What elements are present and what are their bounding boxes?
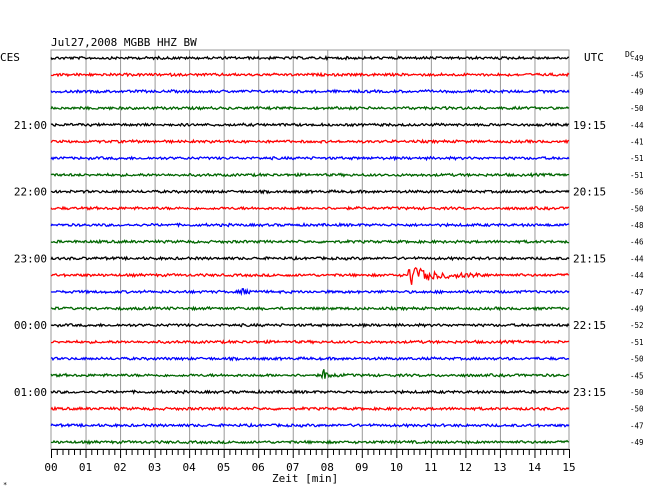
dc-offset-label: -50 bbox=[630, 388, 644, 397]
trace-row-3 bbox=[50, 88, 570, 95]
x-tick-label: 09 bbox=[355, 461, 368, 474]
dc-offset-label: -52 bbox=[630, 321, 644, 330]
trace-row-12 bbox=[50, 238, 570, 245]
dc-offset-label: -51 bbox=[630, 154, 644, 163]
x-tick-label: 15 bbox=[562, 461, 575, 474]
trace-row-15 bbox=[50, 287, 570, 297]
trace-row-9 bbox=[50, 189, 570, 195]
dc-offset-label: -50 bbox=[630, 355, 644, 364]
left-time-label: 21:00 bbox=[14, 119, 47, 132]
trace-row-20 bbox=[50, 369, 570, 380]
dc-offset-label: -44 bbox=[630, 254, 644, 263]
right-timezone-label: UTC bbox=[584, 51, 604, 64]
trace-row-5 bbox=[50, 121, 569, 128]
dc-offset-label: -44 bbox=[630, 271, 644, 280]
dc-offset-label: -47 bbox=[630, 288, 644, 297]
label-layer: Jul27,2008 MGBB HHZ BW CES UTC DC Zeit [… bbox=[0, 36, 644, 489]
left-time-label: 22:00 bbox=[14, 186, 47, 199]
dc-offset-label: -51 bbox=[630, 338, 644, 347]
corner-mark: * bbox=[3, 481, 7, 489]
trace-row-23 bbox=[50, 422, 570, 429]
trace-row-17 bbox=[50, 322, 570, 329]
trace-row-6 bbox=[50, 138, 570, 145]
dc-offset-label: -48 bbox=[630, 221, 644, 230]
trace-row-10 bbox=[50, 205, 570, 211]
dc-offset-label: -41 bbox=[630, 138, 644, 147]
right-time-label: 21:15 bbox=[573, 252, 606, 265]
right-time-label: 20:15 bbox=[573, 186, 606, 199]
dc-offset-label: -51 bbox=[630, 171, 644, 180]
trace-row-2 bbox=[50, 71, 570, 78]
x-tick-label: 00 bbox=[44, 461, 57, 474]
trace-row-18 bbox=[51, 338, 570, 345]
dc-offset-label: -45 bbox=[630, 371, 644, 380]
dc-offset-label: -50 bbox=[630, 104, 644, 113]
trace-row-7 bbox=[50, 155, 570, 162]
x-axis-label: Zeit [min] bbox=[272, 472, 338, 485]
x-tick-label: 01 bbox=[79, 461, 92, 474]
x-tick-label: 11 bbox=[424, 461, 437, 474]
left-time-label: 00:00 bbox=[14, 319, 47, 332]
trace-row-21 bbox=[50, 389, 570, 395]
x-tick-label: 14 bbox=[528, 461, 542, 474]
x-tick-label: 05 bbox=[217, 461, 230, 474]
right-time-label: 22:15 bbox=[573, 319, 606, 332]
x-tick-label: 12 bbox=[459, 461, 472, 474]
trace-row-22 bbox=[50, 405, 570, 412]
left-time-label: 23:00 bbox=[14, 252, 47, 265]
trace-row-14 bbox=[50, 266, 570, 285]
plot-frame bbox=[50, 49, 570, 450]
trace-layer bbox=[50, 54, 570, 445]
trace-row-24 bbox=[50, 439, 570, 445]
right-time-label: 23:15 bbox=[573, 386, 606, 399]
dc-offset-label: -46 bbox=[630, 238, 644, 247]
dc-header-label: DC bbox=[625, 50, 635, 59]
x-tick-label: 03 bbox=[148, 461, 161, 474]
dc-offset-label: -49 bbox=[630, 305, 644, 314]
dc-offset-label: -45 bbox=[630, 71, 644, 80]
dc-offset-label: -50 bbox=[630, 405, 644, 414]
x-tick-label: 10 bbox=[390, 461, 403, 474]
left-time-label: 01:00 bbox=[14, 386, 47, 399]
dc-offset-label: -49 bbox=[630, 438, 644, 447]
trace-row-13 bbox=[50, 255, 570, 262]
x-tick-label: 07 bbox=[286, 461, 299, 474]
dc-offset-label: -47 bbox=[630, 421, 644, 430]
grid bbox=[50, 49, 570, 458]
trace-row-4 bbox=[50, 105, 570, 111]
right-time-label: 19:15 bbox=[573, 119, 606, 132]
dc-offset-label: -56 bbox=[630, 188, 644, 197]
trace-row-11 bbox=[50, 222, 570, 228]
dc-offset-label: -49 bbox=[630, 54, 644, 63]
x-tick-label: 08 bbox=[321, 461, 334, 474]
dc-offset-label: -50 bbox=[630, 204, 644, 213]
x-tick-label: 04 bbox=[183, 461, 197, 474]
trace-row-8 bbox=[50, 171, 570, 178]
chart-title: Jul27,2008 MGBB HHZ BW bbox=[51, 36, 197, 49]
x-tick-label: 06 bbox=[252, 461, 265, 474]
dc-offset-label: -44 bbox=[630, 121, 644, 130]
trace-row-19 bbox=[50, 355, 570, 362]
x-tick-label: 02 bbox=[113, 461, 126, 474]
trace-row-1 bbox=[50, 54, 570, 62]
x-tick-label: 13 bbox=[493, 461, 506, 474]
dc-offset-label: -49 bbox=[630, 87, 644, 96]
left-timezone-label: CES bbox=[0, 51, 20, 64]
trace-row-16 bbox=[50, 305, 570, 312]
